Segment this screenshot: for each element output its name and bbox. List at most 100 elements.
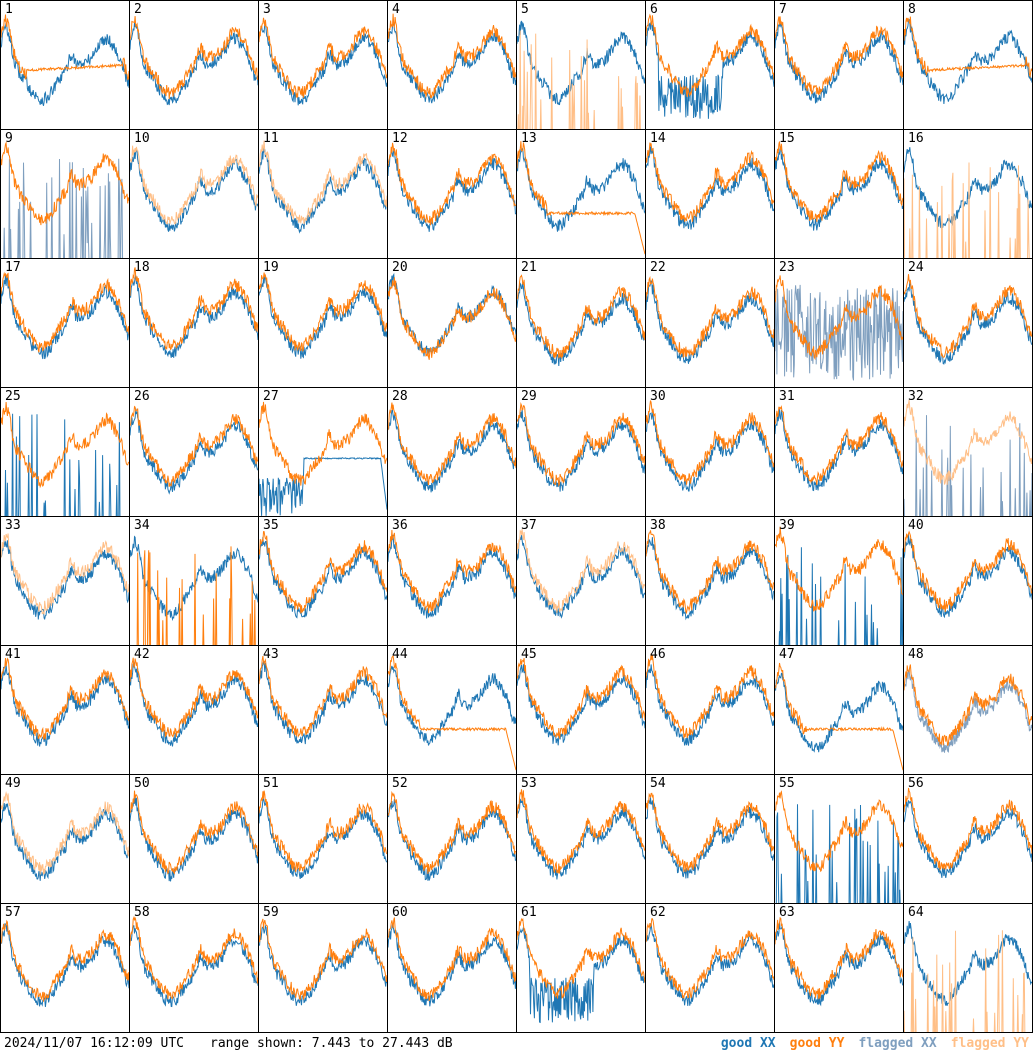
series-yy-line — [388, 656, 516, 770]
panel-number: 61 — [521, 905, 537, 920]
antenna-panel-21: 21 — [517, 259, 646, 388]
series-yy-line — [388, 403, 516, 485]
series-xx-line — [904, 921, 1032, 1006]
series-xx-line — [517, 282, 645, 366]
panel-number: 29 — [521, 389, 537, 404]
panel-plot — [775, 388, 903, 516]
antenna-panel-25: 25 — [1, 388, 130, 517]
series-xx-line — [130, 23, 258, 105]
panel-plot — [1, 904, 129, 1032]
panel-number: 35 — [263, 518, 279, 533]
antenna-panel-30: 30 — [646, 388, 775, 517]
series-yy-line — [646, 654, 774, 739]
series-yy-line — [130, 146, 258, 224]
series-xx-line — [130, 150, 258, 232]
panel-plot — [646, 259, 774, 387]
panel-number: 47 — [779, 647, 795, 662]
antenna-panel-44: 44 — [388, 646, 517, 775]
panel-plot — [259, 517, 387, 645]
panel-plot — [517, 259, 645, 387]
series-yy-line — [904, 163, 1032, 259]
series-yy-line — [1, 143, 129, 225]
panel-plot — [646, 775, 774, 903]
series-yy-line — [517, 141, 645, 254]
series-yy-line — [517, 789, 645, 873]
series-yy-line — [1, 534, 129, 614]
series-xx-line — [130, 537, 258, 620]
series-xx-line — [775, 923, 903, 1005]
timestamp: 2024/11/07 16:12:09 UTC — [4, 1036, 185, 1051]
panel-plot — [646, 388, 774, 516]
series-xx-line — [1, 159, 129, 258]
antenna-panel-5: 5 — [517, 1, 646, 130]
series-xx-line — [130, 796, 258, 881]
series-xx-line — [775, 22, 903, 103]
panel-plot — [130, 388, 258, 516]
antenna-panel-32: 32 — [904, 388, 1033, 517]
panel-plot — [1, 646, 129, 774]
panel-plot — [388, 775, 516, 903]
panel-number: 25 — [5, 389, 21, 404]
series-xx-line — [904, 147, 1032, 228]
panel-number: 26 — [134, 389, 150, 404]
series-yy-line — [259, 18, 387, 98]
antenna-panel-28: 28 — [388, 388, 517, 517]
antenna-panel-60: 60 — [388, 904, 517, 1033]
panel-plot — [904, 259, 1032, 387]
panel-number: 22 — [650, 260, 666, 275]
panel-number: 34 — [134, 518, 150, 533]
series-xx-line — [1, 923, 129, 1007]
series-yy-line — [130, 546, 258, 645]
panel-number: 24 — [908, 260, 924, 275]
panel-number: 31 — [779, 389, 795, 404]
antenna-panel-1: 1 — [1, 1, 130, 130]
series-xx-line — [904, 281, 1032, 364]
antenna-panel-9: 9 — [1, 130, 130, 259]
panel-plot — [646, 904, 774, 1032]
series-xx-line — [1, 803, 129, 881]
antenna-panel-14: 14 — [646, 130, 775, 259]
antenna-panel-43: 43 — [259, 646, 388, 775]
series-yy-line — [904, 17, 1032, 77]
series-xx-line — [259, 537, 387, 618]
panel-plot — [775, 259, 903, 387]
panel-number: 18 — [134, 260, 150, 275]
panel-number: 55 — [779, 776, 795, 791]
antenna-panel-36: 36 — [388, 517, 517, 646]
series-yy-line — [1, 658, 129, 740]
antenna-panel-3: 3 — [259, 1, 388, 130]
series-xx-line — [259, 148, 387, 232]
antenna-panel-58: 58 — [130, 904, 259, 1033]
antenna-panel-27: 27 — [259, 388, 388, 517]
panel-plot — [904, 904, 1032, 1032]
panel-number: 44 — [392, 647, 408, 662]
antenna-panel-51: 51 — [259, 775, 388, 904]
panel-plot — [1, 259, 129, 387]
antenna-panel-48: 48 — [904, 646, 1033, 775]
series-yy-line — [259, 791, 387, 872]
panel-plot — [904, 1, 1032, 129]
series-xx-line — [388, 799, 516, 881]
panel-number: 39 — [779, 518, 795, 533]
antenna-panel-33: 33 — [1, 517, 130, 646]
series-yy-line — [259, 141, 387, 225]
antenna-panel-54: 54 — [646, 775, 775, 904]
series-yy-line — [130, 658, 258, 737]
panel-plot — [388, 388, 516, 516]
antenna-panel-40: 40 — [904, 517, 1033, 646]
series-yy-line — [517, 919, 645, 998]
panel-plot — [517, 130, 645, 258]
series-yy-line — [775, 918, 903, 999]
panel-plot — [388, 259, 516, 387]
panel-number: 64 — [908, 905, 924, 920]
panel-plot — [646, 517, 774, 645]
panel-plot — [259, 130, 387, 258]
panel-number: 57 — [5, 905, 21, 920]
antenna-panel-12: 12 — [388, 130, 517, 259]
antenna-panel-55: 55 — [775, 775, 904, 904]
series-xx-line — [388, 666, 516, 746]
panel-plot — [775, 646, 903, 774]
panel-number: 56 — [908, 776, 924, 791]
antenna-panel-42: 42 — [130, 646, 259, 775]
